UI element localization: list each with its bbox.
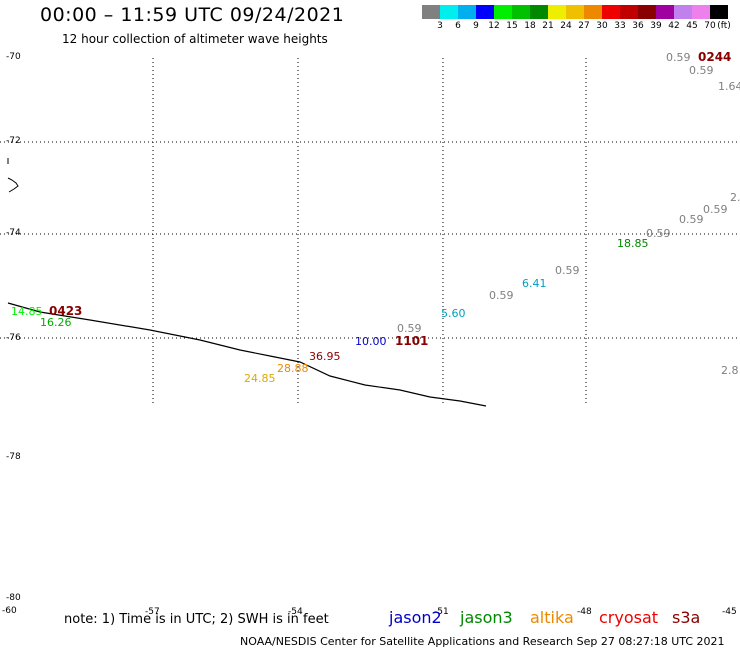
satellite-legend-jason3: jason3 bbox=[460, 608, 513, 627]
color-swatch bbox=[422, 5, 440, 19]
color-swatch bbox=[530, 5, 548, 19]
grid-lines bbox=[0, 58, 740, 406]
color-swatch bbox=[620, 5, 638, 19]
wave-height-label: 0.59 bbox=[679, 213, 704, 226]
lat-label: -70 bbox=[6, 52, 21, 62]
lat-label: -76 bbox=[6, 333, 21, 343]
wave-height-label: 1.64 bbox=[718, 80, 740, 93]
color-scale-tick: 24 bbox=[560, 21, 572, 31]
lat-label: -72 bbox=[6, 136, 21, 146]
color-swatch bbox=[440, 5, 458, 19]
color-scale-tick: 21 bbox=[542, 21, 554, 31]
wave-height-label: 0.59 bbox=[397, 322, 422, 335]
wave-height-label: 0.59 bbox=[703, 203, 728, 216]
wave-height-label: 24.85 bbox=[244, 372, 276, 385]
color-swatch bbox=[710, 5, 728, 19]
color-scale-tick: 3 bbox=[437, 21, 443, 31]
wave-height-label: 16.26 bbox=[40, 316, 72, 329]
satellite-legend-jason2: jason2 bbox=[389, 608, 442, 627]
units-note: note: 1) Time is in UTC; 2) SWH is in fe… bbox=[64, 612, 329, 627]
map-title: 00:00 – 11:59 UTC 09/24/2021 bbox=[40, 4, 345, 26]
wave-height-label: 0.59 bbox=[646, 227, 671, 240]
color-scale-tick: 70 bbox=[704, 21, 716, 31]
lon-label: -48 bbox=[577, 607, 592, 617]
satellite-legend-cryosat: cryosat bbox=[599, 608, 659, 627]
coastline bbox=[7, 302, 487, 407]
pass-id-label: 1101 bbox=[395, 334, 429, 348]
map-subtitle: 12 hour collection of altimeter wave hei… bbox=[62, 32, 328, 46]
lon-label: -60 bbox=[2, 606, 17, 616]
satellite-legend-s3a: s3a bbox=[672, 608, 701, 627]
wave-height-label: 0.59 bbox=[689, 64, 714, 77]
color-swatch bbox=[494, 5, 512, 19]
wave-height-label: 0.59 bbox=[666, 51, 691, 64]
wave-height-label: 10.00 bbox=[355, 335, 387, 348]
color-scale-tick: 30 bbox=[596, 21, 608, 31]
lon-label: -45 bbox=[722, 607, 737, 617]
wave-height-label: 0.59 bbox=[555, 264, 580, 277]
color-scale-tick: 15 bbox=[506, 21, 518, 31]
wave-height-label: 0.59 bbox=[489, 289, 514, 302]
color-swatch bbox=[656, 5, 674, 19]
color-swatch bbox=[584, 5, 602, 19]
color-scale-tick: 33 bbox=[614, 21, 626, 31]
color-scale-ticks: 3 6 9 12 15 18 21 24 27 30 33 36 39 42 45 70 (ft) bbox=[422, 21, 731, 33]
island-outline bbox=[7, 177, 19, 193]
satellite-legend-altika: altika bbox=[530, 608, 574, 627]
color-scale-tick: 18 bbox=[524, 21, 536, 31]
color-swatch bbox=[458, 5, 476, 19]
wave-height-label: 6.41 bbox=[522, 277, 547, 290]
color-swatch bbox=[476, 5, 494, 19]
lat-label: -80 bbox=[6, 593, 21, 603]
color-scale bbox=[422, 5, 728, 19]
color-scale-tick: 9 bbox=[473, 21, 479, 31]
color-swatch bbox=[674, 5, 692, 19]
color-swatch bbox=[638, 5, 656, 19]
wave-height-label: 28.88 bbox=[277, 362, 309, 375]
credit-line: NOAA/NESDIS Center for Satellite Applica… bbox=[240, 635, 725, 648]
color-scale-tick: (ft) bbox=[717, 21, 731, 31]
wave-height-label: 2.8 bbox=[721, 364, 739, 377]
lat-label: -74 bbox=[6, 228, 21, 238]
pass-id-label: 0244 bbox=[698, 50, 732, 64]
color-scale-tick: 42 bbox=[668, 21, 680, 31]
wave-height-label: 14.85 bbox=[11, 305, 43, 318]
wave-height-label: 5.60 bbox=[441, 307, 466, 320]
color-swatch bbox=[692, 5, 710, 19]
color-scale-tick: 39 bbox=[650, 21, 662, 31]
lon-label: -51 bbox=[434, 607, 449, 617]
color-scale-tick: 36 bbox=[632, 21, 644, 31]
lat-label: -78 bbox=[6, 452, 21, 462]
wave-height-label: 2. bbox=[730, 191, 740, 204]
color-swatch bbox=[602, 5, 620, 19]
lon-label: -54 bbox=[288, 607, 303, 617]
wave-height-label: 36.95 bbox=[309, 350, 341, 363]
pass-id-label: 0423 bbox=[49, 304, 83, 318]
color-scale-tick: 45 bbox=[686, 21, 698, 31]
color-swatch bbox=[566, 5, 584, 19]
color-scale-tick: 6 bbox=[455, 21, 461, 31]
color-scale-tick: 27 bbox=[578, 21, 590, 31]
color-swatch bbox=[548, 5, 566, 19]
lon-label: -57 bbox=[145, 607, 160, 617]
color-swatch bbox=[512, 5, 530, 19]
color-scale-tick: 12 bbox=[488, 21, 500, 31]
wave-height-label: 18.85 bbox=[617, 237, 649, 250]
